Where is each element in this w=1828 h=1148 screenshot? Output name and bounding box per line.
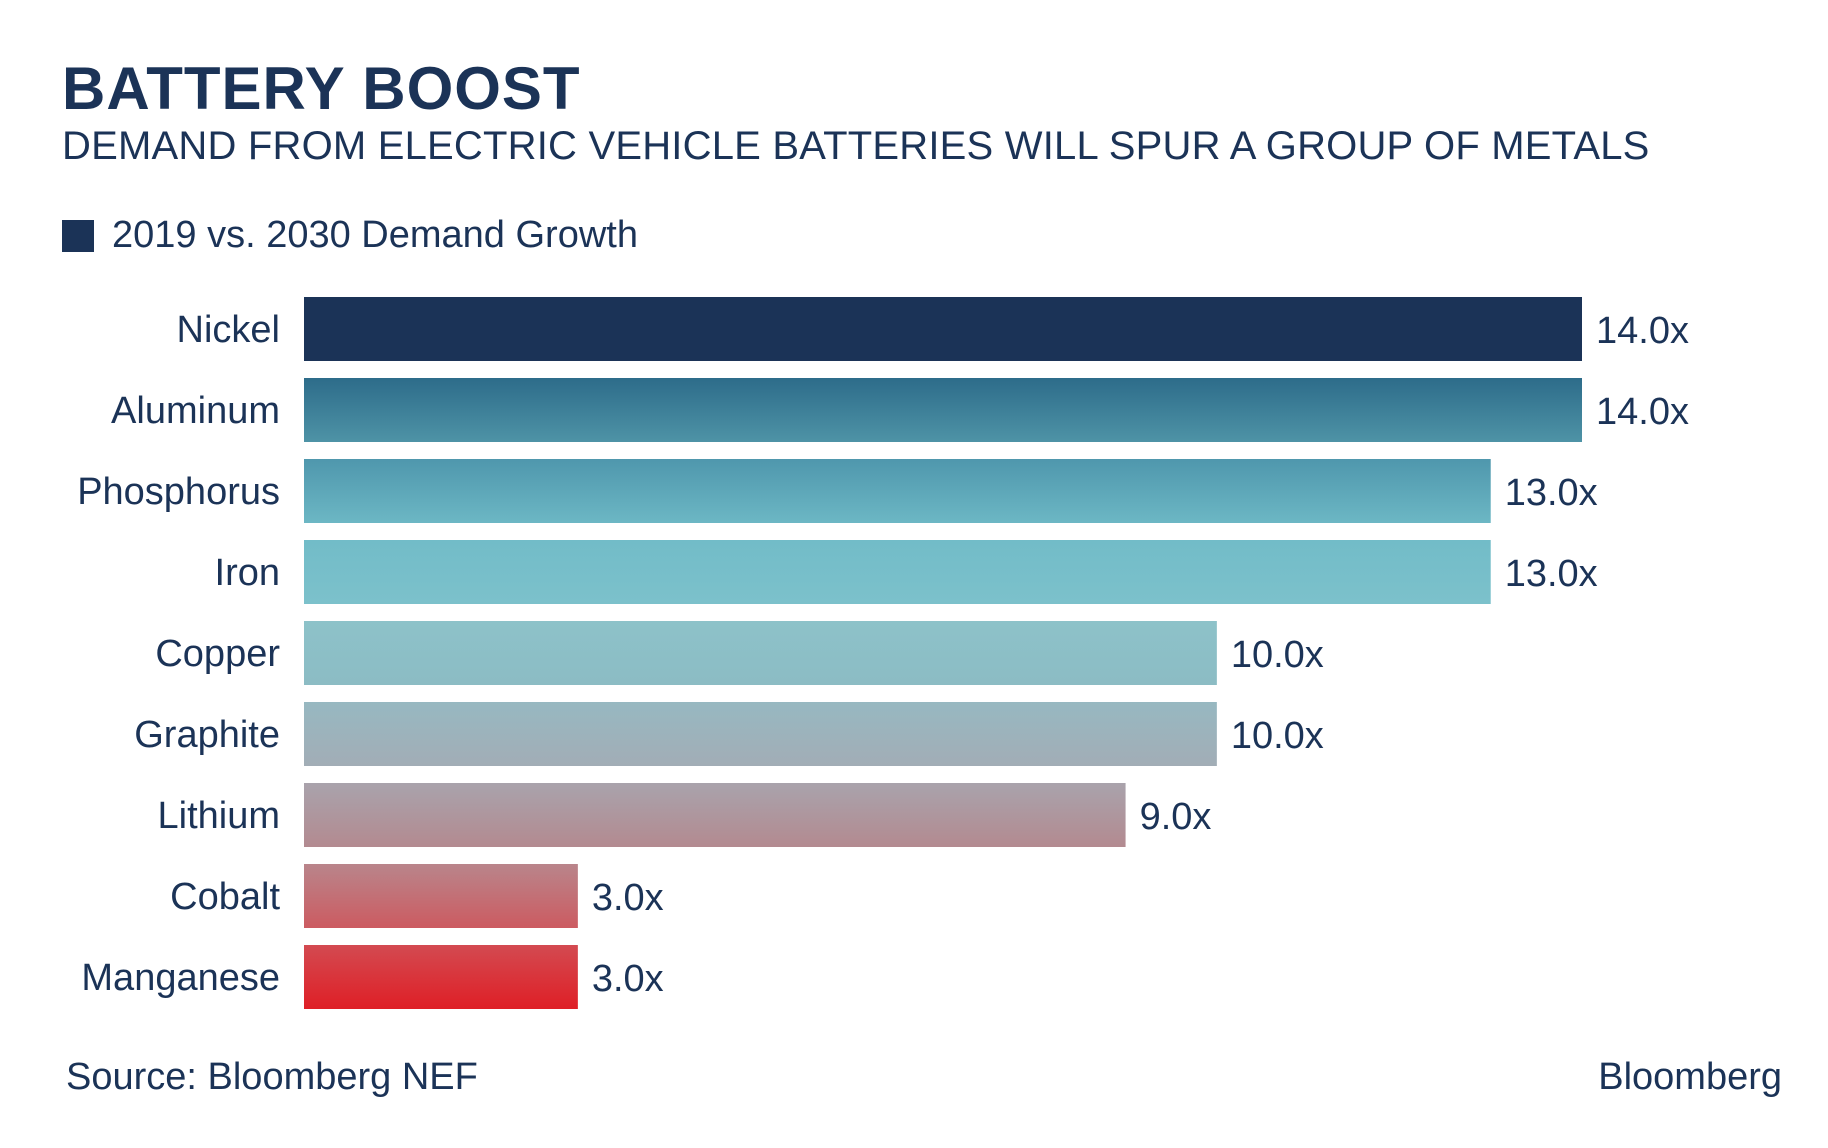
bar-copper <box>304 621 1217 685</box>
value-label-aluminum: 14.0x <box>1596 391 1689 433</box>
legend: 2019 vs. 2030 Demand Growth <box>62 214 638 257</box>
category-label-aluminum: Aluminum <box>111 390 280 432</box>
value-label-manganese: 3.0x <box>592 958 664 1000</box>
bar-graphite <box>304 702 1217 766</box>
value-label-cobalt: 3.0x <box>592 877 664 919</box>
value-label-iron: 13.0x <box>1505 553 1598 595</box>
category-label-copper: Copper <box>155 633 280 675</box>
category-label-nickel: Nickel <box>177 309 280 351</box>
category-label-phosphorus: Phosphorus <box>77 471 280 513</box>
value-label-phosphorus: 13.0x <box>1505 472 1598 514</box>
bar-nickel <box>304 297 1582 361</box>
value-label-lithium: 9.0x <box>1140 796 1212 838</box>
bar-iron <box>304 540 1491 604</box>
bar-cobalt <box>304 864 578 928</box>
value-label-nickel: 14.0x <box>1596 310 1689 352</box>
category-label-manganese: Manganese <box>81 957 280 999</box>
category-label-lithium: Lithium <box>158 795 281 837</box>
legend-swatch <box>62 219 94 252</box>
value-label-copper: 10.0x <box>1231 634 1324 676</box>
chart-title: BATTERY BOOST <box>62 55 581 122</box>
category-label-iron: Iron <box>215 552 280 594</box>
category-label-graphite: Graphite <box>134 714 280 756</box>
brand-logo-text: Bloomberg <box>1598 1056 1782 1098</box>
bar-lithium <box>304 783 1126 847</box>
bar-manganese <box>304 945 578 1009</box>
bar-phosphorus <box>304 459 1491 523</box>
bar-aluminum <box>304 378 1582 442</box>
chart-subtitle: DEMAND FROM ELECTRIC VEHICLE BATTERIES W… <box>62 124 1650 168</box>
value-label-graphite: 10.0x <box>1231 715 1324 757</box>
category-label-cobalt: Cobalt <box>170 876 280 918</box>
source-note: Source: Bloomberg NEF <box>66 1056 478 1098</box>
legend-label: 2019 vs. 2030 Demand Growth <box>112 214 638 256</box>
